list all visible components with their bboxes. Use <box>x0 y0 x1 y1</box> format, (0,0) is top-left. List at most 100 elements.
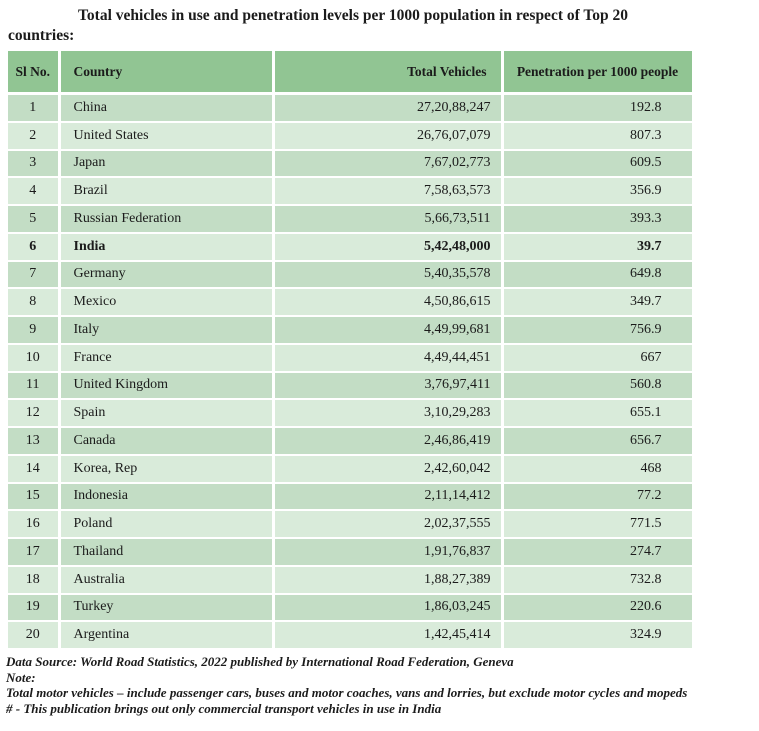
vehicles-table-header: Sl No. Country Total Vehicles Penetratio… <box>8 51 695 95</box>
vehicles-table-body: 1 China 27,20,88,247 192.8 2 United States 26,… <box>8 93 695 650</box>
cell-total-vehicles: 2,46,86,419 <box>273 427 504 456</box>
cell-penetration: 560.8 <box>502 371 695 401</box>
cell-penetration: 609.5 <box>502 149 695 179</box>
table-row: 14 Korea, Rep 2,42,60,042 468 <box>8 454 695 484</box>
table-row: 20 Argentina 1,42,45,414 324.9 <box>8 621 695 650</box>
cell-penetration: 393.3 <box>502 205 695 234</box>
cell-country: Germany <box>59 260 275 290</box>
table-row: 8 Mexico 4,50,86,615 349.7 <box>8 288 695 317</box>
footer-note-vehicles: Total motor vehicles – include passenger… <box>6 685 688 700</box>
table-row: 17 Thailand 1,91,76,837 274.7 <box>8 538 695 567</box>
cell-sl-no: 18 <box>8 565 61 595</box>
cell-sl-no: 14 <box>8 454 61 484</box>
table-row: 11 United Kingdom 3,76,97,411 560.8 <box>8 371 695 401</box>
cell-country: Spain <box>59 399 275 428</box>
cell-country: United States <box>59 121 275 151</box>
cell-penetration: 655.1 <box>502 399 695 428</box>
table-row: 13 Canada 2,46,86,419 656.7 <box>8 427 695 456</box>
cell-total-vehicles: 3,10,29,283 <box>273 399 504 428</box>
cell-country: Australia <box>59 565 275 595</box>
cell-sl-no: 8 <box>8 288 61 317</box>
cell-sl-no: 1 <box>8 93 61 123</box>
column-header-total-vehicles: Total Vehicles <box>273 51 504 95</box>
cell-country: Canada <box>59 427 275 456</box>
cell-country: Indonesia <box>59 482 275 512</box>
cell-penetration: 220.6 <box>502 593 695 623</box>
cell-country: India <box>59 232 275 262</box>
cell-total-vehicles: 4,50,86,615 <box>273 288 504 317</box>
cell-total-vehicles: 27,20,88,247 <box>273 93 504 123</box>
cell-penetration: 807.3 <box>502 121 695 151</box>
cell-total-vehicles: 4,49,44,451 <box>273 343 504 373</box>
table-row: 5 Russian Federation 5,66,73,511 393.3 <box>8 205 695 234</box>
cell-sl-no: 19 <box>8 593 61 623</box>
cell-total-vehicles: 7,67,02,773 <box>273 149 504 179</box>
cell-total-vehicles: 2,42,60,042 <box>273 454 504 484</box>
footer-notes: Data Source: World Road Statistics, 2022… <box>6 654 687 716</box>
cell-country: Poland <box>59 510 275 539</box>
cell-total-vehicles: 5,40,35,578 <box>273 260 504 290</box>
cell-total-vehicles: 7,58,63,573 <box>273 177 504 206</box>
cell-total-vehicles: 1,86,03,245 <box>273 593 504 623</box>
footer-note-label: Note: <box>6 669 36 685</box>
cell-sl-no: 7 <box>8 260 61 290</box>
cell-country: Italy <box>59 316 275 345</box>
cell-sl-no: 10 <box>8 343 61 373</box>
cell-total-vehicles: 4,49,99,681 <box>273 316 504 345</box>
table-row: 3 Japan 7,67,02,773 609.5 <box>8 149 695 179</box>
cell-total-vehicles: 3,76,97,411 <box>273 371 504 401</box>
table-row: 7 Germany 5,40,35,578 649.8 <box>8 260 695 290</box>
cell-sl-no: 6 <box>8 232 61 262</box>
cell-sl-no: 3 <box>8 149 61 179</box>
table-row: 12 Spain 3,10,29,283 655.1 <box>8 399 695 428</box>
cell-total-vehicles: 1,42,45,414 <box>273 621 504 650</box>
column-header-sl-no: Sl No. <box>8 51 61 95</box>
cell-penetration: 349.7 <box>502 288 695 317</box>
cell-country: Korea, Rep <box>59 454 275 484</box>
cell-penetration: 656.7 <box>502 427 695 456</box>
table-row: 16 Poland 2,02,37,555 771.5 <box>8 510 695 539</box>
cell-country: United Kingdom <box>59 371 275 401</box>
table-row: 6 India 5,42,48,000 39.7 <box>8 232 695 262</box>
table-row: 19 Turkey 1,86,03,245 220.6 <box>8 593 695 623</box>
cell-total-vehicles: 2,11,14,412 <box>273 482 504 512</box>
footer-data-source: Data Source: World Road Statistics, 2022… <box>6 654 514 669</box>
cell-penetration: 468 <box>502 454 695 484</box>
cell-sl-no: 9 <box>8 316 61 345</box>
cell-country: Russian Federation <box>59 205 275 234</box>
cell-total-vehicles: 26,76,07,079 <box>273 121 504 151</box>
cell-sl-no: 4 <box>8 177 61 206</box>
cell-penetration: 756.9 <box>502 316 695 345</box>
cell-country: Thailand <box>59 538 275 567</box>
cell-penetration: 77.2 <box>502 482 695 512</box>
cell-penetration: 771.5 <box>502 510 695 539</box>
cell-sl-no: 16 <box>8 510 61 539</box>
cell-penetration: 324.9 <box>502 621 695 650</box>
table-row: 18 Australia 1,88,27,389 732.8 <box>8 565 695 595</box>
cell-sl-no: 13 <box>8 427 61 456</box>
header-row: Sl No. Country Total Vehicles Penetratio… <box>8 51 695 95</box>
cell-penetration: 667 <box>502 343 695 373</box>
column-header-penetration: Penetration per 1000 people <box>502 51 695 95</box>
table-row: 1 China 27,20,88,247 192.8 <box>8 93 695 123</box>
table-row: 2 United States 26,76,07,079 807.3 <box>8 121 695 151</box>
table-row: 15 Indonesia 2,11,14,412 77.2 <box>8 482 695 512</box>
column-header-country: Country <box>59 51 275 95</box>
cell-country: Mexico <box>59 288 275 317</box>
cell-penetration: 732.8 <box>502 565 695 595</box>
cell-penetration: 39.7 <box>502 232 695 262</box>
cell-country: China <box>59 93 275 123</box>
table-row: 9 Italy 4,49,99,681 756.9 <box>8 316 695 345</box>
cell-sl-no: 17 <box>8 538 61 567</box>
cell-sl-no: 15 <box>8 482 61 512</box>
table-row: 4 Brazil 7,58,63,573 356.9 <box>8 177 695 206</box>
cell-country: Argentina <box>59 621 275 650</box>
cell-total-vehicles: 1,91,76,837 <box>273 538 504 567</box>
page-title-line-2: countries: <box>8 26 75 44</box>
cell-penetration: 649.8 <box>502 260 695 290</box>
vehicles-table: Sl No. Country Total Vehicles Penetratio… <box>8 51 695 650</box>
cell-sl-no: 11 <box>8 371 61 401</box>
page-title-line-1: Total vehicles in use and penetration le… <box>78 7 629 24</box>
table-row: 10 France 4,49,44,451 667 <box>8 343 695 373</box>
cell-country: Brazil <box>59 177 275 206</box>
